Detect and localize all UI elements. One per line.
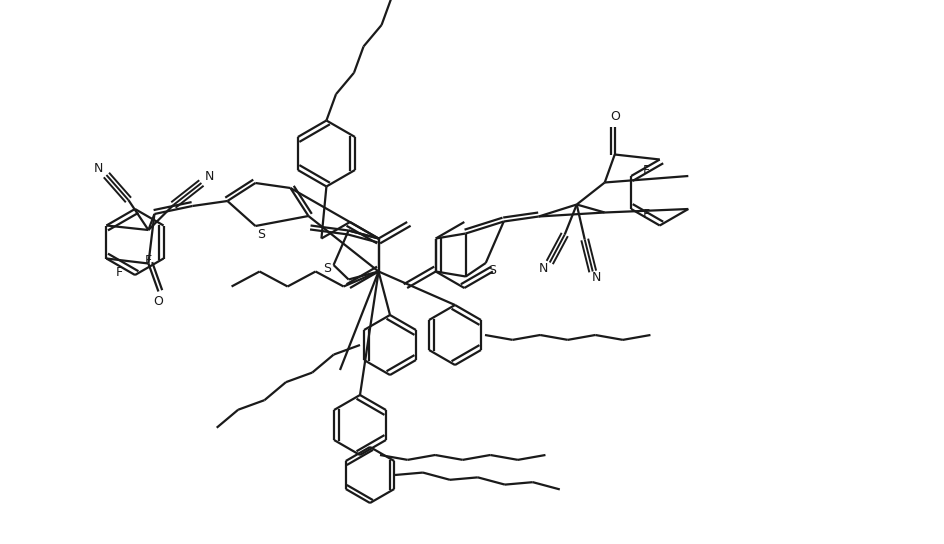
Text: N: N (205, 170, 214, 183)
Text: S: S (324, 262, 331, 275)
Text: O: O (154, 295, 163, 308)
Text: F: F (144, 254, 152, 267)
Text: N: N (592, 271, 601, 284)
Text: F: F (116, 267, 123, 280)
Text: N: N (93, 163, 103, 176)
Text: S: S (488, 264, 496, 277)
Text: F: F (643, 207, 650, 220)
Text: N: N (539, 262, 548, 275)
Text: S: S (258, 227, 265, 240)
Text: O: O (610, 110, 619, 123)
Text: F: F (643, 164, 650, 177)
